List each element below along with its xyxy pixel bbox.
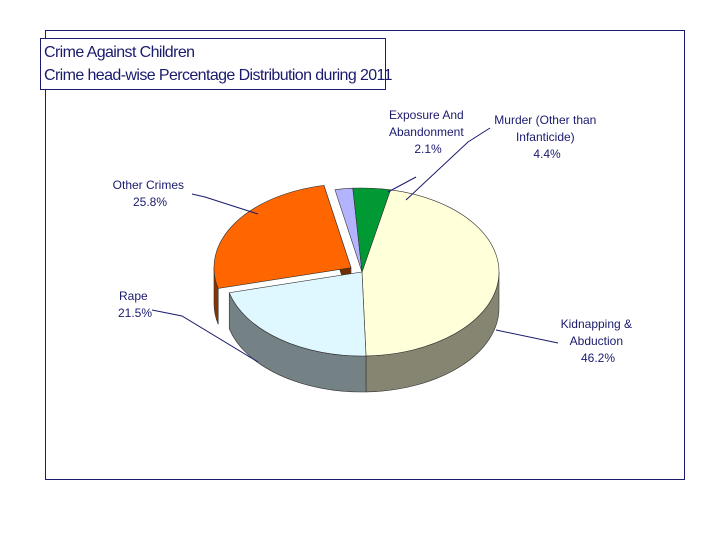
- label-rape-line1: Rape: [119, 289, 148, 303]
- label-other: Other Crimes 25.8%: [113, 178, 188, 209]
- chart-subtitle: Crime head-wise Percentage Distribution …: [44, 67, 393, 84]
- label-rape-value: 21.5%: [118, 306, 152, 320]
- label-exposure-line1: Exposure And: [389, 108, 464, 122]
- label-murder-line1: Murder (Other than: [494, 113, 596, 127]
- label-other-line1: Other Crimes: [113, 178, 184, 192]
- label-kidnapping-value: 46.2%: [581, 351, 615, 365]
- chart-title: Crime Against Children: [44, 44, 195, 61]
- pie-slice-murder-other-than-infanticide: [352, 187, 391, 273]
- slice-labels: Kidnapping & Abduction 46.2% Rape 21.5% …: [113, 108, 636, 365]
- leader-murder: [405, 127, 491, 201]
- label-kidnapping: Kidnapping & Abduction 46.2%: [561, 317, 636, 365]
- label-exposure: Exposure And Abandonment 2.1%: [389, 108, 467, 156]
- leader-exposure: [387, 176, 417, 193]
- label-exposure-line2: Abandonment: [389, 125, 464, 139]
- label-rape: Rape 21.5%: [118, 289, 152, 320]
- label-exposure-value: 2.1%: [414, 142, 442, 156]
- chart-title-box: Crime Against Children Crime head-wise P…: [40, 38, 393, 90]
- leader-kidnapping: [495, 329, 559, 344]
- pie-slice-kidnapping-abduction: [361, 189, 500, 357]
- label-murder: Murder (Other than Infanticide) 4.4%: [494, 113, 599, 161]
- label-kidnapping-line2: Abduction: [570, 334, 623, 348]
- pie-slice-other-crimes: [213, 185, 352, 289]
- label-kidnapping-line1: Kidnapping &: [561, 317, 632, 331]
- leader-other: [191, 193, 259, 215]
- leader-rape: [151, 309, 259, 363]
- leader-lines: [151, 127, 559, 363]
- label-murder-value: 4.4%: [533, 147, 561, 161]
- chart-frame: [45, 30, 685, 480]
- pie-slice-rape: [228, 271, 367, 357]
- label-murder-line2: Infanticide): [516, 130, 575, 144]
- label-other-value: 25.8%: [133, 195, 167, 209]
- pie-tops: [213, 185, 500, 357]
